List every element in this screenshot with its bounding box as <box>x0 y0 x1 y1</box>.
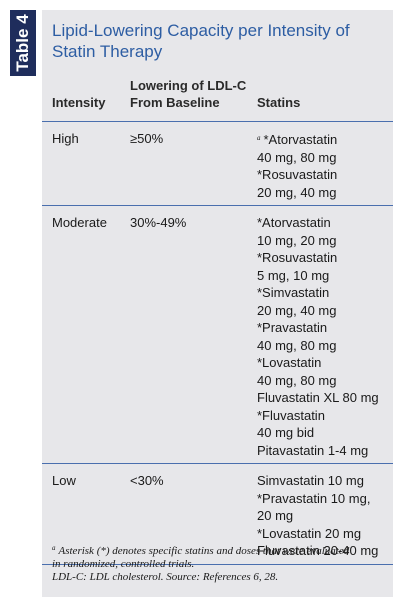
statin-line: *Pravastatin 10 mg, <box>257 490 393 508</box>
statin-line: *Pravastatin <box>257 319 393 337</box>
statin-text: *Atorvastatin <box>263 132 338 147</box>
column-header: Lowering of LDL-C From Baseline <box>130 77 246 111</box>
statin-line: *Rosuvastatin <box>257 249 393 267</box>
statin-line: *Fluvastatin <box>257 407 393 425</box>
intensity-cell: High <box>52 131 79 146</box>
statins-cell: a *Atorvastatin 40 mg, 80 mg *Rosuvastatin 2… <box>257 130 393 201</box>
statin-line: 40 mg, 80 mg <box>257 149 393 167</box>
statin-line: *Lovastatin 20 mg <box>257 525 393 543</box>
statin-text: 20 mg <box>257 508 294 523</box>
statin-text: Simvastatin 10 mg <box>257 473 364 488</box>
statin-line: Simvastatin 10 mg <box>257 472 393 490</box>
footnote: a Asterisk (*) denotes specific statins a… <box>52 542 352 571</box>
table-body: High ≥50% a *Atorvastatin 40 mg, 80 mg *Rosuv… <box>42 122 393 565</box>
header-line: Lowering of LDL-C <box>130 78 247 93</box>
statin-text: 20 mg, 40 mg <box>257 302 337 318</box>
statin-text: 10 mg, 20 mg <box>257 232 337 248</box>
statin-line: Fluvastatin 20-40 mg <box>257 542 393 560</box>
statin-line: *Lovastatin <box>257 354 393 372</box>
statin-line: 10 mg, 20 mg <box>257 232 393 250</box>
statin-text: 20 mg, 40 mg <box>257 184 337 200</box>
column-header: Intensity <box>52 95 106 110</box>
statin-text: *Pravastatin 10 mg, <box>257 490 371 506</box>
statin-text: 5 mg, 10 mg <box>257 267 330 283</box>
statin-text: *Rosuvastatin <box>257 167 338 182</box>
statin-text: *Fluvastatin <box>257 407 325 423</box>
header-line: From Baseline <box>130 95 220 110</box>
statin-text: *Atorvastatin <box>257 215 331 230</box>
column-header: Statins <box>257 95 301 110</box>
table-tab <box>10 10 36 76</box>
statin-line: a *Atorvastatin <box>257 130 393 149</box>
statin-text: *Lovastatin 20 mg <box>257 525 362 541</box>
statins-cell: Simvastatin 10 mg *Pravastatin 10 mg, 20 m… <box>257 472 393 560</box>
intensity-cell: Moderate <box>52 215 107 230</box>
table-title: Lipid-Lowering Capacity per Intensity of… <box>52 21 350 61</box>
note-marker: a <box>257 134 261 142</box>
statin-text: Fluvastatin 20-40 mg <box>257 543 379 558</box>
lowering-cell: <30% <box>130 473 164 488</box>
statin-text: *Rosuvastatin <box>257 250 338 265</box>
statin-text: 40 mg, 80 mg <box>257 149 337 165</box>
table-panel <box>42 10 393 597</box>
note-marker: a <box>52 544 56 552</box>
statin-text: *Pravastatin <box>257 320 328 335</box>
statin-line: Fluvastatin XL 80 mg <box>257 389 393 407</box>
statin-line: 20 mg <box>257 507 393 525</box>
statin-line: *Atorvastatin <box>257 214 393 232</box>
statin-line: 20 mg, 40 mg <box>257 184 393 202</box>
statin-text: *Lovastatin <box>257 355 322 370</box>
statin-text: 40 mg, 80 mg <box>257 372 337 388</box>
statin-text: Fluvastatin XL 80 mg <box>257 390 379 405</box>
statin-text: 40 mg, 80 mg <box>257 337 337 353</box>
lowering-cell: 30%-49% <box>130 215 187 230</box>
footnote: LDL-C: LDL cholesterol. Source: Referenc… <box>52 571 352 584</box>
footnotes: a Asterisk (*) denotes specific statins a… <box>52 542 352 584</box>
table-label: Table 4 <box>13 14 32 72</box>
statin-line: Pitavastatin 1-4 mg <box>257 442 393 460</box>
statin-line: 5 mg, 10 mg <box>257 267 393 285</box>
lowering-cell: ≥50% <box>130 131 164 146</box>
statin-line: 40 mg, 80 mg <box>257 337 393 355</box>
statin-line: *Rosuvastatin <box>257 166 393 184</box>
statins-cell: *Atorvastatin 10 mg, 20 mg *Rosuvastatin 5 … <box>257 214 393 459</box>
intensity-cell: Low <box>52 473 76 488</box>
statin-text: Pitavastatin 1-4 mg <box>257 442 369 458</box>
table-row: High ≥50% a *Atorvastatin 40 mg, 80 mg *Rosuv… <box>42 122 393 206</box>
statin-line: 40 mg bid <box>257 424 393 442</box>
table-row: Moderate 30%-49% *Atorvastatin 10 mg, 20 mg… <box>42 206 393 464</box>
header-rule <box>42 121 393 122</box>
statin-text: 40 mg bid <box>257 425 315 440</box>
footnote-text: Asterisk (*) denotes specific statins an… <box>52 545 350 570</box>
statin-line: 40 mg, 80 mg <box>257 372 393 390</box>
statin-line: *Simvastatin <box>257 284 393 302</box>
statin-text: *Simvastatin <box>257 285 330 300</box>
table-row: Low <30% Simvastatin 10 mg *Pravastatin 10 … <box>42 464 393 565</box>
footnote-text: LDL-C: LDL cholesterol. Source: Referenc… <box>52 571 279 583</box>
statin-line: 20 mg, 40 mg <box>257 302 393 320</box>
